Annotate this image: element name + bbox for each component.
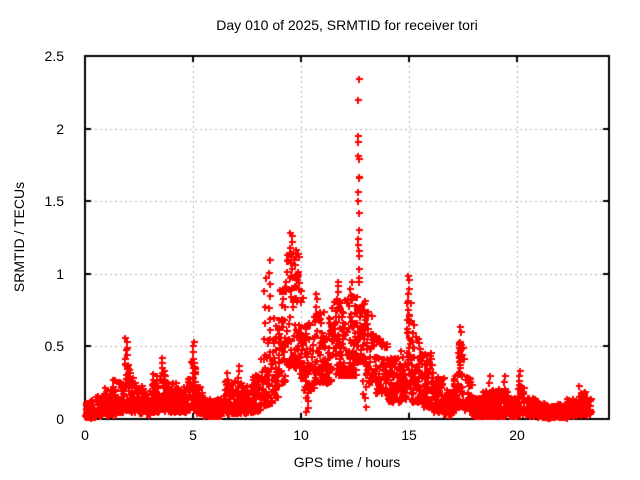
x-tick-label: 15 [401,427,417,443]
x-tick-label: 5 [189,427,197,443]
y-tick-label: 1.5 [44,193,64,209]
y-tick-label: 0 [56,411,64,427]
y-tick-label: 1 [56,266,64,282]
y-axis-label: SRMTID / TECUs [11,181,27,293]
x-tick-label: 10 [293,427,309,443]
y-tick-label: 2 [56,121,64,137]
x-axis-label: GPS time / hours [293,454,401,470]
x-tick-label: 20 [509,427,525,443]
x-tick-label: 0 [81,427,89,443]
y-tick-label: 0.5 [44,338,64,354]
y-tick-label: 2.5 [44,48,64,64]
chart-title: Day 010 of 2025, SRMTID for receiver tor… [216,17,478,33]
